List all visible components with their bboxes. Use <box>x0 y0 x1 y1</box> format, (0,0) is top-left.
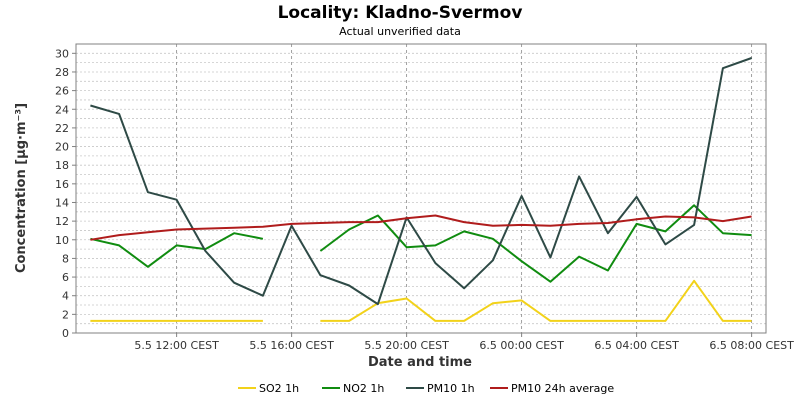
legend-label: PM10 1h <box>427 382 475 395</box>
y-tick-label: 2 <box>62 308 69 321</box>
legend: SO2 1h NO2 1h PM10 1h PM10 24h average <box>238 382 614 395</box>
y-axis-label: Concentration [µg·m⁻³] <box>14 103 29 273</box>
y-tick-label: 10 <box>55 234 69 247</box>
legend-item: PM10 1h <box>406 382 475 395</box>
y-tick-label: 20 <box>55 141 69 154</box>
chart-subtitle: Actual unverified data <box>339 25 461 38</box>
series-layer <box>90 57 752 322</box>
x-tick-label: 6.5 00:00 CEST <box>479 339 564 352</box>
series-no2-1h <box>90 204 752 283</box>
x-axis-ticks: 5.5 12:00 CEST 5.5 16:00 CEST 5.5 20:00 CE… <box>134 333 794 352</box>
legend-item: SO2 1h <box>238 382 299 395</box>
legend-item: NO2 1h <box>322 382 384 395</box>
series-so2-1h <box>90 279 752 322</box>
y-tick-label: 6 <box>62 271 69 284</box>
series-pm10-1h <box>90 57 752 306</box>
x-tick-label: 6.5 04:00 CEST <box>594 339 679 352</box>
y-tick-label: 16 <box>55 178 69 191</box>
series-line <box>90 214 752 241</box>
y-tick-label: 12 <box>55 215 69 228</box>
plot-frame <box>75 43 767 334</box>
x-tick-label: 5.5 20:00 CEST <box>364 339 449 352</box>
y-tick-label: 24 <box>55 103 69 116</box>
x-tick-label: 5.5 16:00 CEST <box>249 339 334 352</box>
grid <box>76 43 766 334</box>
y-tick-label: 28 <box>55 66 69 79</box>
y-tick-label: 4 <box>62 290 69 303</box>
x-axis-label: Date and time <box>368 355 472 370</box>
legend-label: PM10 24h average <box>511 382 614 395</box>
y-tick-label: 0 <box>62 327 69 340</box>
y-tick-label: 8 <box>62 252 69 265</box>
series-line <box>90 57 752 306</box>
x-tick-label: 6.5 08:00 CEST <box>709 339 794 352</box>
y-tick-label: 30 <box>55 47 69 60</box>
y-tick-label: 22 <box>55 122 69 135</box>
y-tick-label: 26 <box>55 85 69 98</box>
y-tick-label: 18 <box>55 159 69 172</box>
series-line <box>320 279 752 322</box>
legend-label: NO2 1h <box>343 382 384 395</box>
series-pm10-24h-average <box>90 214 752 241</box>
legend-label: SO2 1h <box>259 382 299 395</box>
x-tick-label: 5.5 12:00 CEST <box>134 339 219 352</box>
y-tick-label: 14 <box>55 196 69 209</box>
series-line <box>90 232 264 268</box>
legend-item: PM10 24h average <box>490 382 614 395</box>
series-line <box>319 204 752 283</box>
chart-title: Locality: Kladno-Svermov <box>278 3 523 23</box>
